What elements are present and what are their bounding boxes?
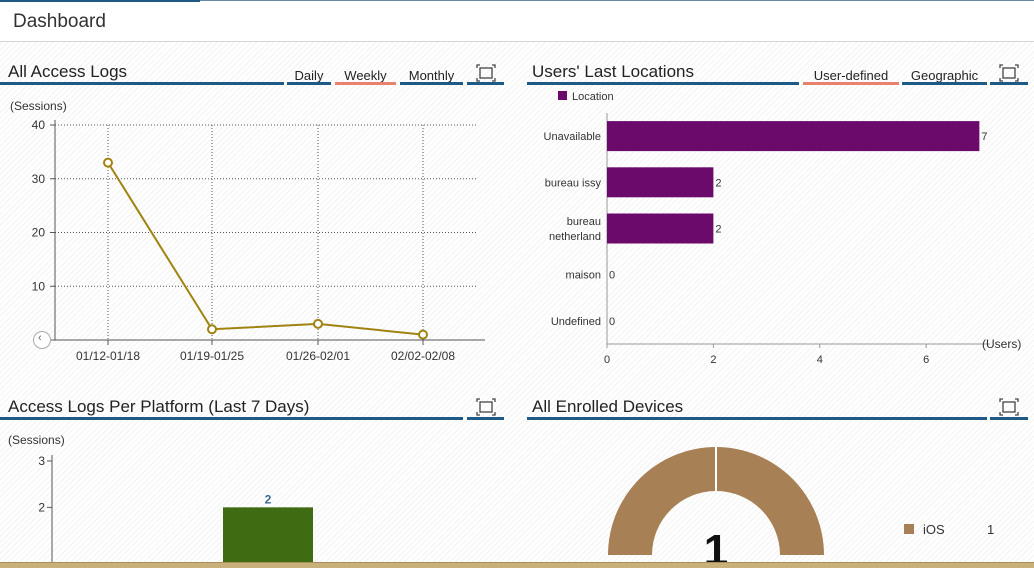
enrolled-devices-expand-icon[interactable] bbox=[999, 398, 1019, 416]
plat-bar bbox=[223, 507, 313, 562]
loc-category-label: bureau bbox=[567, 216, 601, 228]
access-data-point bbox=[103, 157, 113, 168]
top-bar: Dashboard bbox=[0, 0, 1034, 42]
access-data-point bbox=[418, 329, 428, 340]
plat-y-tick-label: 3 bbox=[38, 454, 45, 468]
loc-bar-value-label: 2 bbox=[715, 224, 721, 236]
access-logs-expand-underline bbox=[467, 82, 504, 85]
enrolled-devices-total: 1 bbox=[704, 526, 728, 562]
bottom-taskbar-strip bbox=[0, 562, 1034, 568]
tab-monthly-underline bbox=[400, 82, 463, 85]
access-y-tick-label: 30 bbox=[32, 172, 46, 186]
tab-user-defined[interactable]: User-defined bbox=[813, 68, 889, 83]
platform-logs-title: Access Logs Per Platform (Last 7 Days) bbox=[8, 397, 310, 416]
loc-category-label: netherland bbox=[549, 231, 601, 243]
ios-legend-swatch bbox=[904, 524, 914, 534]
access-logs-unit-label: (Sessions) bbox=[10, 99, 67, 113]
access-data-point bbox=[313, 318, 323, 329]
tab-weekly-underline bbox=[335, 82, 396, 85]
chart-scroll-left-button[interactable]: ‹ bbox=[33, 331, 51, 349]
access-x-tick-label: 01/12-01/18 bbox=[76, 349, 140, 363]
top-accent-line-secondary bbox=[200, 0, 1034, 1]
loc-category-label: Unavailable bbox=[544, 131, 601, 143]
platform-logs-chart: (Sessions) 2 3 2 bbox=[8, 433, 313, 562]
loc-bar-value-label: 2 bbox=[715, 177, 721, 189]
tab-geographic[interactable]: Geographic bbox=[910, 68, 979, 83]
enrolled-devices-underline bbox=[527, 417, 987, 420]
access-x-tick-label: 01/26-02/01 bbox=[286, 349, 350, 363]
loc-x-tick-label: 6 bbox=[923, 354, 929, 366]
access-y-tick-label: 10 bbox=[32, 279, 46, 293]
access-x-tick-label: 01/19-01/25 bbox=[180, 349, 244, 363]
last-locations-underline bbox=[527, 82, 799, 85]
platform-logs-expand-icon[interactable] bbox=[476, 398, 496, 416]
enrolled-devices-expand-underline bbox=[990, 417, 1028, 420]
loc-x-tick-label: 4 bbox=[817, 354, 823, 366]
last-locations-expand-icon[interactable] bbox=[999, 64, 1019, 82]
access-logs-chart: (Sessions) 10 20 30 40 01/12-01/18 01/19-01/2… bbox=[10, 99, 485, 363]
location-legend-label: Location bbox=[572, 91, 614, 103]
loc-bar-value-label: 7 bbox=[981, 131, 987, 143]
chevron-left-icon: ‹ bbox=[38, 332, 42, 344]
loc-bar-value-label: 0 bbox=[609, 316, 615, 328]
last-locations-expand-underline bbox=[990, 82, 1028, 85]
access-x-tick-label: 02/02-02/08 bbox=[391, 349, 455, 363]
tab-geographic-underline bbox=[902, 82, 987, 85]
loc-category-label: Undefined bbox=[551, 316, 601, 328]
platform-logs-expand-underline bbox=[467, 417, 504, 420]
enrolled-devices-chart: 1 iOS 1 bbox=[608, 447, 994, 562]
tab-monthly[interactable]: Monthly bbox=[408, 68, 455, 83]
tab-weekly[interactable]: Weekly bbox=[344, 68, 387, 83]
ios-legend-count: 1 bbox=[987, 522, 994, 537]
access-series-line bbox=[107, 162, 424, 336]
location-legend-swatch bbox=[558, 91, 567, 100]
loc-bar bbox=[607, 213, 714, 244]
last-locations-title: Users' Last Locations bbox=[532, 62, 694, 81]
platform-logs-unit-label: (Sessions) bbox=[8, 433, 65, 447]
enrolled-devices-title: All Enrolled Devices bbox=[532, 397, 684, 416]
access-logs-underline bbox=[0, 82, 284, 85]
access-y-tick-label: 20 bbox=[32, 226, 46, 240]
ios-legend-label: iOS bbox=[923, 522, 945, 537]
tab-daily-underline bbox=[287, 82, 331, 85]
page-title: Dashboard bbox=[13, 11, 106, 32]
loc-x-tick-label: 2 bbox=[710, 354, 716, 366]
plat-y-tick-label: 2 bbox=[38, 500, 45, 514]
loc-category-label: bureau issy bbox=[545, 177, 602, 189]
top-accent-line bbox=[0, 0, 200, 2]
loc-bar-value-label: 0 bbox=[609, 270, 615, 282]
loc-bar bbox=[607, 121, 980, 152]
access-logs-expand-icon[interactable] bbox=[476, 64, 496, 82]
access-y-tick-label: 40 bbox=[32, 118, 46, 132]
access-logs-title: All Access Logs bbox=[8, 62, 128, 81]
plat-bar-value-label: 2 bbox=[265, 492, 272, 506]
loc-category-label: maison bbox=[566, 270, 601, 282]
last-locations-unit-label: (Users) bbox=[982, 337, 1021, 351]
access-data-point bbox=[207, 324, 217, 335]
loc-x-tick-label: 0 bbox=[604, 354, 610, 366]
platform-logs-underline bbox=[0, 417, 463, 420]
tab-user-defined-underline bbox=[803, 82, 899, 85]
last-locations-chart: Location 0 2 4 6 Unavailable bureau issy burea… bbox=[544, 91, 1021, 366]
device-donut-slice-ios bbox=[608, 447, 824, 555]
loc-bar bbox=[607, 167, 714, 198]
tab-daily[interactable]: Daily bbox=[294, 68, 324, 83]
